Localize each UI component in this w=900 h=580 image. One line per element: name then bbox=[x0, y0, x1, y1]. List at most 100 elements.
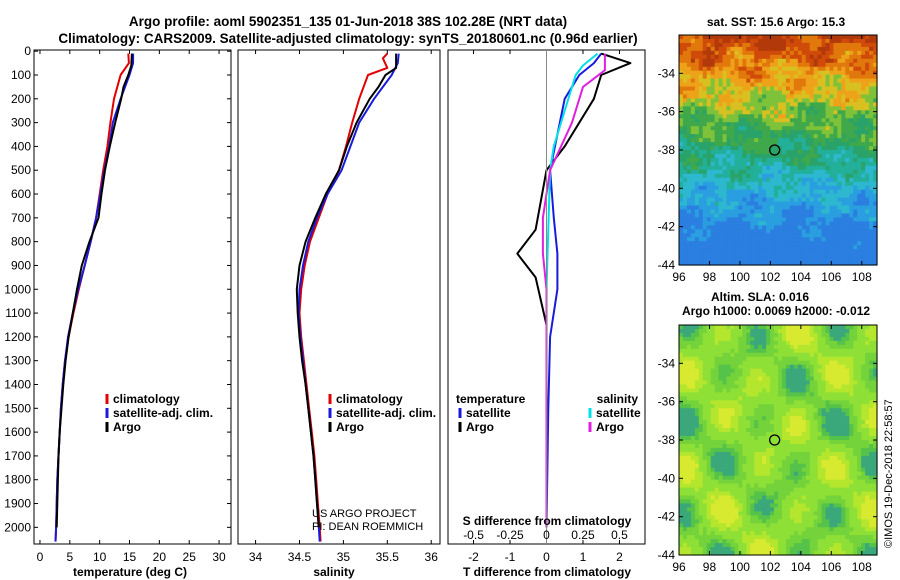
map-cell bbox=[750, 102, 755, 107]
map-cell bbox=[774, 229, 779, 234]
map-cell bbox=[857, 114, 862, 119]
map-cell bbox=[766, 98, 771, 104]
map-cell bbox=[801, 130, 807, 135]
map-cell bbox=[722, 404, 728, 409]
map-cell bbox=[778, 352, 783, 358]
map-cell bbox=[861, 396, 866, 401]
map-cell bbox=[785, 126, 791, 131]
map-cell bbox=[853, 352, 858, 358]
map-cell bbox=[750, 416, 755, 421]
map-cell bbox=[730, 447, 736, 453]
map-cell bbox=[845, 62, 850, 68]
map-cell bbox=[698, 169, 704, 175]
map-cell bbox=[789, 392, 795, 397]
map-cell bbox=[714, 360, 720, 366]
map-cell bbox=[698, 78, 704, 84]
map-cell bbox=[793, 404, 799, 409]
map-cell bbox=[734, 209, 739, 215]
map-cell bbox=[797, 86, 803, 92]
map-cell bbox=[817, 82, 823, 88]
map-cell bbox=[746, 344, 751, 350]
map-cell bbox=[714, 348, 720, 354]
map-cell bbox=[734, 443, 739, 449]
map-cell bbox=[849, 122, 854, 127]
map-cell bbox=[710, 249, 716, 254]
map-cell bbox=[758, 134, 763, 139]
map-cell bbox=[845, 467, 850, 473]
map-cell bbox=[746, 380, 751, 386]
map-cell bbox=[694, 404, 700, 409]
map-cell bbox=[829, 134, 835, 139]
map-cell bbox=[778, 54, 783, 60]
map-cell bbox=[710, 217, 716, 222]
map-cell bbox=[686, 440, 692, 445]
map-cell bbox=[853, 336, 858, 342]
map-cell bbox=[809, 197, 815, 203]
map-cell bbox=[706, 98, 712, 104]
map-cell bbox=[869, 134, 874, 139]
map-cell bbox=[774, 54, 779, 60]
map-cell bbox=[861, 253, 866, 258]
map-cell bbox=[789, 420, 795, 425]
map-cell bbox=[809, 455, 815, 461]
map-cell bbox=[686, 356, 692, 362]
map-cell bbox=[774, 241, 779, 246]
map-cell bbox=[841, 177, 846, 183]
map-cell bbox=[762, 388, 767, 394]
map-cell bbox=[805, 66, 811, 72]
map-cell bbox=[742, 360, 747, 366]
map-cell bbox=[682, 253, 688, 258]
map-cell bbox=[849, 142, 854, 147]
map-cell bbox=[762, 237, 767, 242]
map-cell bbox=[805, 455, 811, 461]
map-cell bbox=[694, 177, 700, 183]
map-cell bbox=[833, 451, 838, 457]
map-cell bbox=[865, 404, 870, 409]
map-cell bbox=[679, 241, 684, 246]
map-cell bbox=[734, 451, 739, 457]
map-cell bbox=[797, 261, 803, 266]
map-cell bbox=[730, 70, 736, 76]
map-cell bbox=[837, 408, 842, 413]
map-cell bbox=[698, 253, 704, 258]
map-cell bbox=[801, 384, 807, 390]
map-cell bbox=[679, 451, 684, 457]
map-cell bbox=[785, 432, 791, 437]
map-cell bbox=[710, 58, 716, 64]
map-cell bbox=[857, 332, 862, 338]
map-cell bbox=[722, 424, 728, 429]
map-cell bbox=[813, 233, 819, 238]
map-cell bbox=[857, 325, 862, 330]
map-cell bbox=[793, 416, 799, 421]
map-cell bbox=[718, 440, 724, 445]
map-cell bbox=[682, 118, 688, 123]
map-cell bbox=[750, 130, 755, 135]
map-cell bbox=[694, 54, 700, 60]
map-cell bbox=[849, 392, 854, 397]
map-cell bbox=[829, 225, 835, 230]
map-cell bbox=[698, 189, 704, 195]
map-cell bbox=[679, 332, 684, 338]
map-cell bbox=[813, 54, 819, 60]
map-cell bbox=[682, 142, 688, 147]
map-cell bbox=[845, 217, 850, 222]
map-cell bbox=[766, 455, 771, 461]
map-cell bbox=[679, 388, 684, 394]
map-cell bbox=[706, 257, 712, 262]
map-cell bbox=[813, 237, 819, 242]
map-cell bbox=[781, 50, 787, 56]
map-cell bbox=[766, 35, 771, 40]
map-cell bbox=[686, 54, 692, 60]
map-cell bbox=[726, 70, 732, 76]
map-cell bbox=[746, 447, 751, 453]
map-cell bbox=[706, 58, 712, 64]
map-cell bbox=[797, 157, 803, 163]
map-cell bbox=[849, 177, 854, 183]
map-cell bbox=[805, 205, 811, 211]
map-cell bbox=[809, 404, 815, 409]
map-cell bbox=[746, 54, 751, 60]
map-cell bbox=[793, 177, 799, 183]
map-cell bbox=[766, 138, 771, 143]
map-cell bbox=[742, 46, 747, 52]
map-cell bbox=[734, 356, 739, 362]
